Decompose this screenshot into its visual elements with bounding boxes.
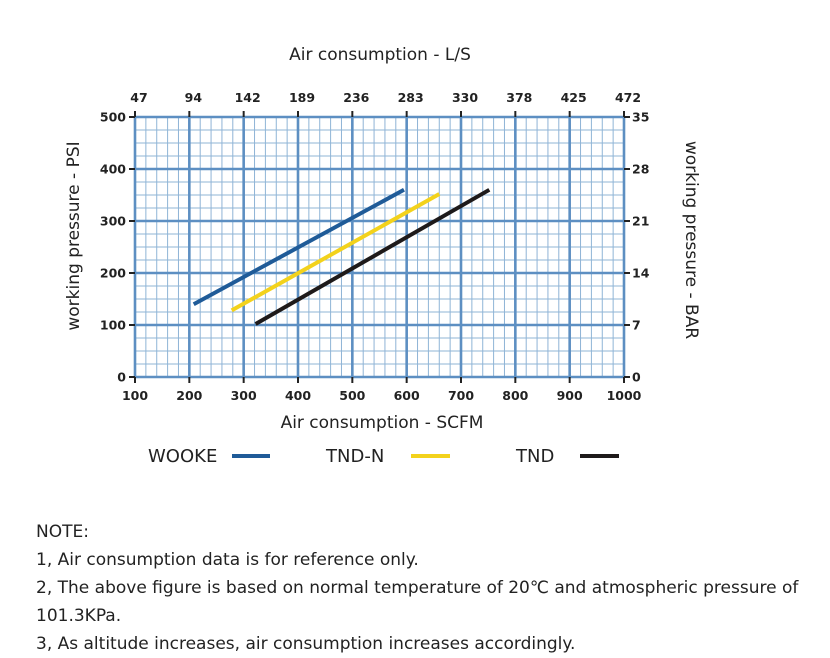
x-tick-label: 700 <box>448 388 474 403</box>
legend-label-tnd-n: TND-N <box>325 446 384 467</box>
note-item-1: 1, Air consumption data is for reference… <box>36 550 419 570</box>
x-top-tick-label: 189 <box>289 90 315 105</box>
x-top-tick-label: 283 <box>398 90 424 105</box>
x-tick-label: 100 <box>122 388 148 403</box>
x-top-tick-label: 94 <box>185 90 203 105</box>
series-line-tnd <box>254 188 491 326</box>
y-tick-label: 100 <box>100 318 126 333</box>
legend-label-tnd: TND <box>515 446 554 467</box>
y-right-tick-label: 14 <box>632 266 650 281</box>
notes-heading: NOTE: <box>36 522 89 542</box>
x-top-tick-label: 236 <box>343 90 369 105</box>
x-top-tick-label: 472 <box>615 90 641 105</box>
x-tick-label: 300 <box>231 388 257 403</box>
chart-title: Air consumption - L/S <box>289 45 471 65</box>
series-line-tnd-n <box>230 192 441 313</box>
legend-label-wooke: WOOKE <box>148 446 217 467</box>
note-item-2: 2, The above figure is based on normal t… <box>36 578 799 626</box>
y-right-tick-label: 35 <box>632 110 649 125</box>
y-tick-label: 0 <box>117 370 126 385</box>
y-right-tick-label: 7 <box>632 318 641 333</box>
x-top-tick-label: 330 <box>452 90 478 105</box>
y-right-tick-label: 28 <box>632 162 649 177</box>
x-top-tick-label: 378 <box>506 90 532 105</box>
grid-minor <box>135 117 624 377</box>
grid-major <box>133 115 626 379</box>
series-line-wooke <box>192 188 405 306</box>
x-top-tick-label: 142 <box>235 90 261 105</box>
y-right-tick-label: 21 <box>632 214 649 229</box>
x-tick-label: 500 <box>339 388 365 403</box>
note-item-3: 3, As altitude increases, air consumptio… <box>36 634 576 654</box>
y-tick-label: 500 <box>100 110 126 125</box>
x-tick-label: 600 <box>394 388 420 403</box>
y-tick-label: 200 <box>100 266 126 281</box>
tick-marks <box>129 111 630 383</box>
y-right-tick-label: 0 <box>632 370 641 385</box>
y-axis-label-left: working pressure - PSI <box>64 141 84 330</box>
x-tick-label: 400 <box>285 388 311 403</box>
x-tick-label: 900 <box>557 388 583 403</box>
x-top-tick-label: 425 <box>561 90 587 105</box>
x-top-tick-label: 47 <box>130 90 147 105</box>
x-tick-label: 800 <box>502 388 528 403</box>
x-axis-label: Air consumption - SCFM <box>281 413 484 433</box>
y-tick-label: 300 <box>100 214 126 229</box>
x-tick-label: 200 <box>176 388 202 403</box>
series-lines <box>192 188 491 326</box>
x-tick-label: 1000 <box>607 388 642 403</box>
y-tick-label: 400 <box>100 162 126 177</box>
legend: WOOKE TND-N TND <box>148 446 619 467</box>
y-axis-label-right: working pressure - BAR <box>681 141 701 339</box>
notes: NOTE: 1, Air consumption data is for ref… <box>36 518 816 658</box>
